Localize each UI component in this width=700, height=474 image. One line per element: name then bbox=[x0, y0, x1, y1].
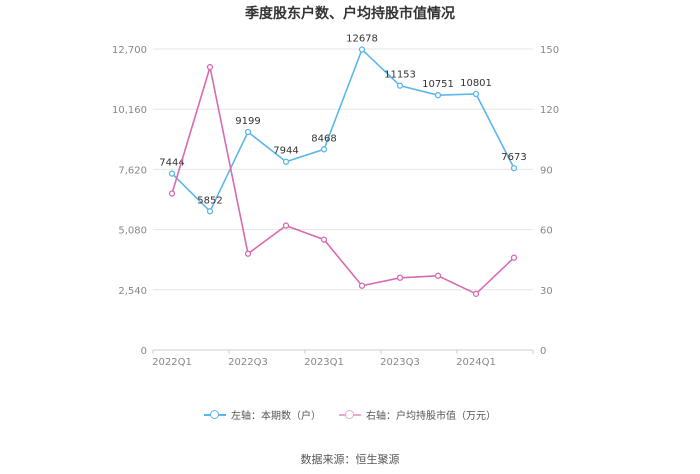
data-label: 7444 bbox=[159, 158, 184, 169]
legend-label-avg-value: 右轴：户均持股市值（万元） bbox=[366, 411, 496, 422]
data-point-avg-value bbox=[206, 63, 214, 71]
x-tick-label: 2022Q1 bbox=[152, 357, 192, 368]
data-point-avg-value bbox=[244, 250, 252, 257]
data-point-households bbox=[206, 208, 214, 215]
series-line-households bbox=[171, 48, 515, 213]
y-right-tick-label: 150 bbox=[540, 45, 559, 56]
y-left-tick-label: 7,620 bbox=[118, 165, 147, 176]
data-label: 5852 bbox=[197, 195, 222, 206]
data-point-households bbox=[358, 46, 366, 53]
data-point-households bbox=[396, 82, 404, 89]
data-point-avg-value bbox=[320, 236, 328, 243]
y-right-tick-label: 0 bbox=[540, 346, 546, 357]
y-right-tick-label: 90 bbox=[540, 165, 553, 176]
data-point-households bbox=[434, 92, 442, 99]
data-label: 12678 bbox=[346, 34, 378, 45]
x-tick-label: 2024Q1 bbox=[456, 357, 496, 368]
legend-swatch-avg-value bbox=[339, 409, 361, 420]
y-left-tick-label: 5,080 bbox=[118, 226, 147, 237]
data-point-households bbox=[168, 170, 176, 177]
y-right-tick-label: 60 bbox=[540, 226, 553, 237]
chart-legend[interactable]: 左轴：本期数（户） 右轴：户均持股市值（万元） bbox=[0, 407, 700, 422]
y-left-tick-label: 0 bbox=[141, 346, 147, 357]
y-right-tick-label: 30 bbox=[540, 286, 553, 297]
series-line-avg-value bbox=[171, 66, 515, 295]
data-label: 9199 bbox=[235, 116, 260, 127]
data-label: 10751 bbox=[422, 79, 454, 90]
x-tick-label: 2023Q3 bbox=[380, 357, 420, 368]
data-label: 11153 bbox=[384, 70, 416, 81]
data-point-households bbox=[244, 128, 252, 136]
data-label: 8468 bbox=[311, 133, 336, 144]
y-right-tick-label: 120 bbox=[540, 105, 559, 116]
data-point-avg-value bbox=[168, 190, 176, 197]
data-point-avg-value bbox=[510, 254, 518, 261]
data-label: 7673 bbox=[501, 152, 526, 163]
x-tick-label: 2023Q1 bbox=[304, 357, 344, 368]
data-point-households bbox=[320, 146, 328, 153]
y-left-tick-label: 10,160 bbox=[112, 105, 147, 116]
y-left-tick-label: 12,700 bbox=[112, 45, 147, 56]
data-point-avg-value bbox=[358, 282, 366, 289]
data-point-households bbox=[510, 164, 518, 172]
data-point-households bbox=[472, 90, 480, 98]
y-left-tick-label: 2,540 bbox=[118, 286, 147, 297]
legend-swatch-households bbox=[204, 409, 226, 420]
data-source: 数据来源：恒生聚源 bbox=[300, 453, 400, 466]
x-tick-label: 2022Q3 bbox=[228, 357, 268, 368]
data-point-avg-value bbox=[472, 290, 480, 297]
data-label: 10801 bbox=[460, 78, 492, 89]
legend-label-households: 左轴：本期数（户） bbox=[231, 411, 321, 422]
legend-item-avg-value[interactable]: 右轴：户均持股市值（万元） bbox=[339, 407, 496, 422]
data-label: 7944 bbox=[273, 146, 298, 157]
chart-title: 季度股东户数、户均持股市值情况 bbox=[245, 6, 455, 22]
data-point-avg-value bbox=[282, 222, 290, 229]
legend-item-households[interactable]: 左轴：本期数（户） bbox=[204, 407, 321, 422]
data-point-avg-value bbox=[396, 274, 404, 281]
data-point-households bbox=[282, 158, 290, 165]
data-point-avg-value bbox=[434, 272, 442, 279]
